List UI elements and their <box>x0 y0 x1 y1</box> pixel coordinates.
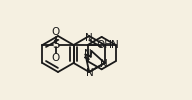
Text: N: N <box>111 40 118 50</box>
Text: S: S <box>52 38 59 52</box>
Text: N: N <box>86 68 94 78</box>
Text: O: O <box>51 53 60 63</box>
Text: N: N <box>85 33 93 43</box>
Text: OH: OH <box>97 40 113 50</box>
Text: O: O <box>51 27 60 37</box>
Text: N: N <box>84 49 91 59</box>
Text: N: N <box>100 59 108 69</box>
